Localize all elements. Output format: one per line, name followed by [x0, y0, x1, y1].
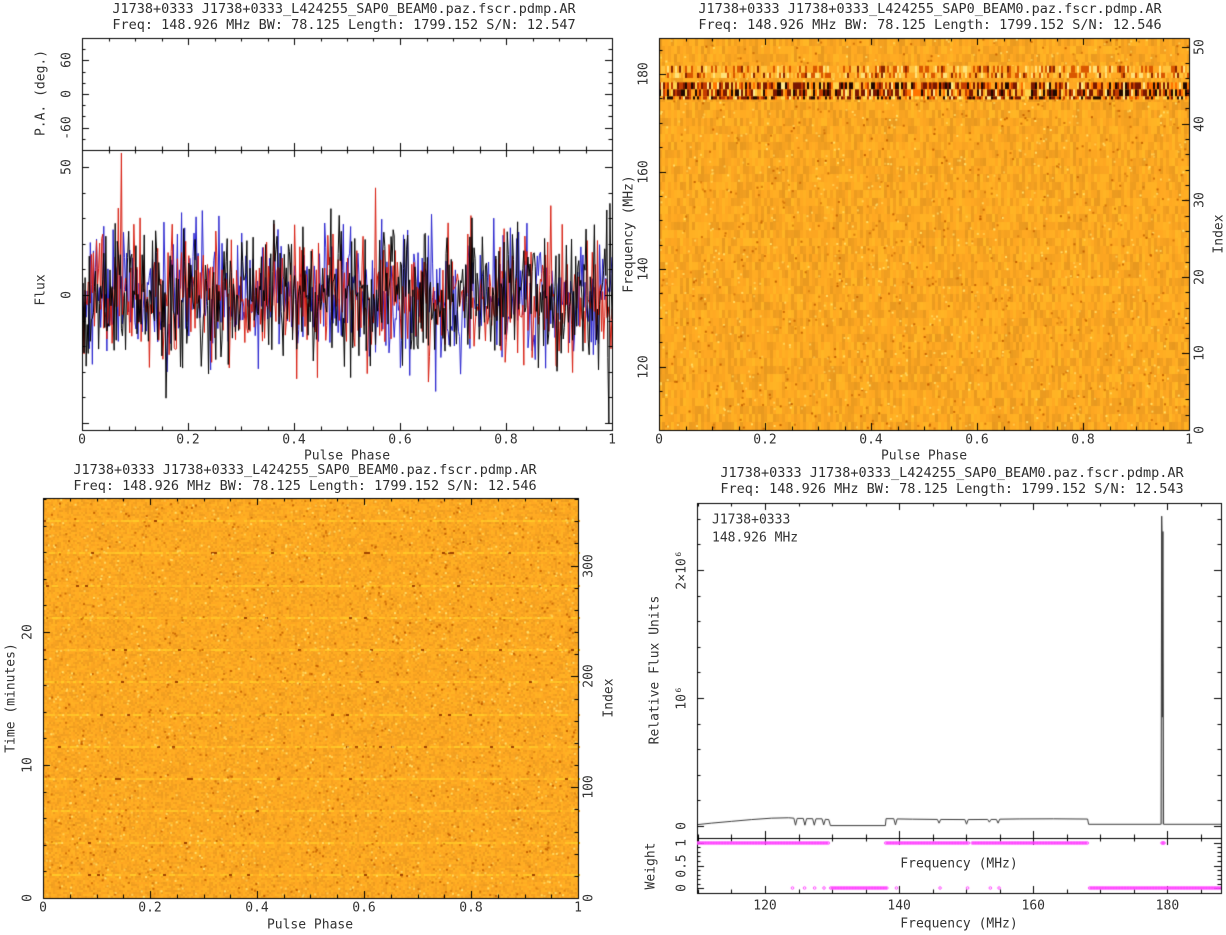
pdmp-diagnostic-figure: J1738+0333 J1738+0333_L424255_SAP0_BEAM0…: [0, 0, 1226, 935]
plot-canvas: [0, 0, 1226, 935]
